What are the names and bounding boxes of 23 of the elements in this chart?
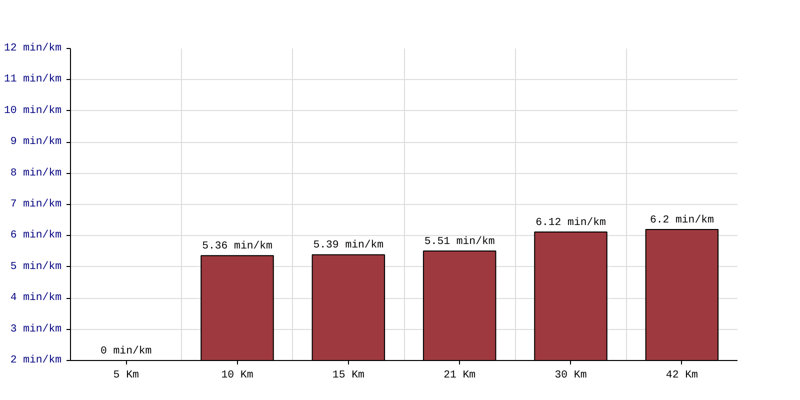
x-tick-label: 10 Km [221,370,254,382]
data-label: 5.36 min/km [202,240,272,253]
x-tick-label: 15 Km [332,370,364,382]
data-label: 6.12 min/km [536,216,606,229]
y-tick-label: 4 min/km [10,292,62,304]
y-tick-label: 10 min/km [4,104,62,117]
x-tick-label: 42 Km [666,370,698,382]
x-tick-label: 30 Km [554,370,587,382]
data-label: 5.39 min/km [313,240,384,252]
y-tick-label: 8 min/km [10,167,62,180]
y-tick-label: 7 min/km [10,198,62,210]
y-tick-label: 3 min/km [10,323,62,336]
y-tick-label: 5 min/km [10,260,62,273]
text: 0 min/km [100,346,152,358]
y-tick-label: 9 min/km [10,136,62,148]
data-label: 6.2 min/km [650,214,714,226]
y-tick-label: 11 min/km [4,74,62,86]
y-tick-label: 6 min/km [10,230,62,242]
y-tick-label: 2 min/km [10,354,62,366]
x-tick-label: 21 Km [444,370,476,382]
data-label: 5.51 min/km [424,236,495,248]
x-tick-label: 5 Km [113,370,139,382]
y-tick-label: 12 min/km [4,42,62,54]
